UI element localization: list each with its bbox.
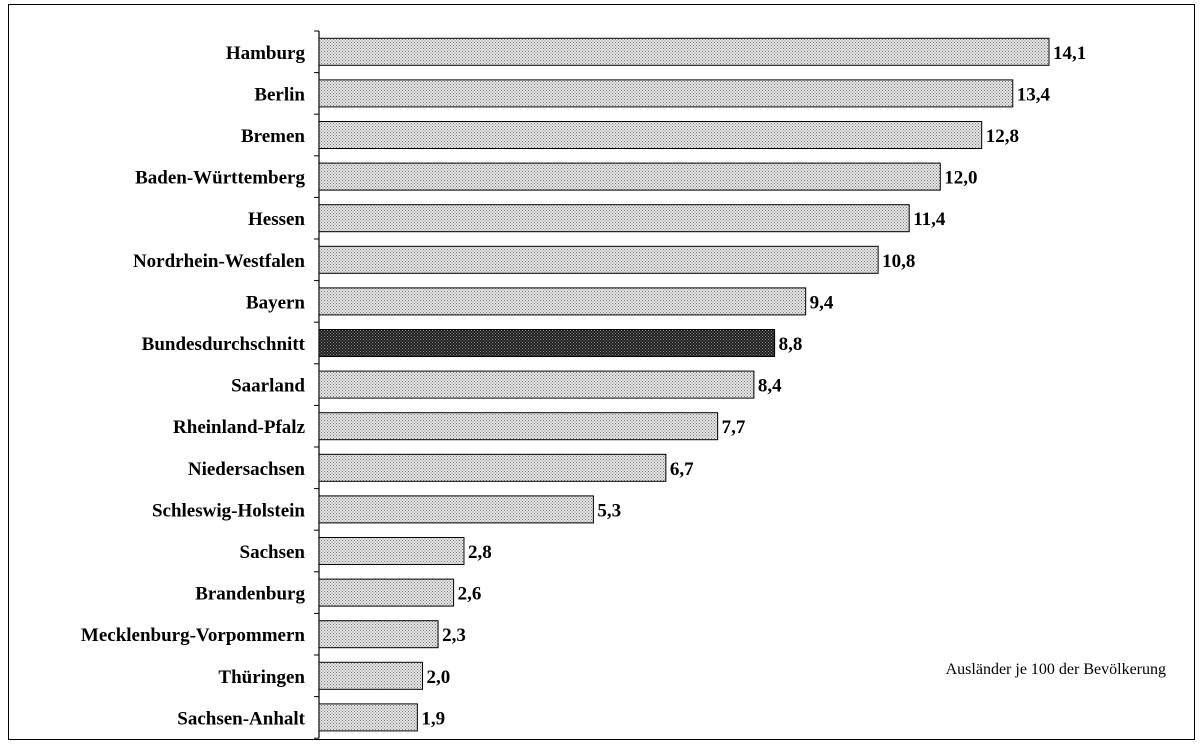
value-label: 8,4 — [758, 376, 782, 397]
category-label: Hamburg — [226, 43, 306, 64]
chart-annotation: Ausländer je 100 der Bevölkerung — [946, 661, 1166, 678]
bar-sachsen — [318, 537, 465, 565]
category-label: Sachsen-Anhalt — [177, 708, 305, 729]
value-label: 1,9 — [421, 708, 445, 729]
value-label: 13,4 — [1017, 84, 1051, 105]
value-label: 12,0 — [944, 168, 977, 189]
value-label: 2,6 — [458, 584, 482, 605]
value-label: 12,8 — [986, 126, 1019, 147]
value-label: 10,8 — [882, 251, 915, 272]
category-label: Baden-Württemberg — [135, 168, 305, 189]
category-label: Niedersachsen — [188, 459, 306, 480]
value-label: 9,4 — [810, 292, 834, 313]
value-label: 8,8 — [779, 334, 803, 355]
bar-sachsen-anhalt — [318, 703, 418, 732]
category-label: Berlin — [254, 84, 305, 105]
value-label: 11,4 — [913, 209, 946, 230]
category-label: Hessen — [248, 209, 305, 230]
value-label: 7,7 — [722, 417, 746, 438]
value-label: 6,7 — [670, 459, 694, 480]
value-label: 2,3 — [442, 625, 466, 646]
bar-berlin — [318, 79, 1014, 108]
bar-thüringen — [318, 661, 424, 690]
category-label: Thüringen — [218, 667, 305, 688]
bar-saarland — [318, 370, 755, 399]
category-label: Bremen — [241, 126, 305, 147]
category-label: Saarland — [231, 376, 305, 397]
bar-bayern — [318, 287, 807, 316]
bar-rheinland-pfalz — [318, 412, 719, 441]
category-label: Rheinland-Pfalz — [173, 417, 306, 438]
bar-hessen — [318, 204, 910, 233]
category-labels: Hamburg Berlin Bremen Baden-Württemberg Hess… — [81, 43, 306, 730]
y-axis — [314, 30, 320, 739]
value-label: 2,8 — [468, 542, 492, 563]
category-label: Schleswig-Holstein — [152, 500, 305, 521]
value-label: 14,1 — [1053, 43, 1086, 64]
bar-baden-württemberg — [318, 162, 941, 191]
bar-nordrhein-westfalen — [318, 245, 879, 274]
bar-bremen — [318, 121, 983, 149]
category-label: Bundesdurchschnitt — [142, 334, 306, 355]
value-label: 2,0 — [427, 667, 451, 688]
category-label: Nordrhein-Westfalen — [133, 251, 305, 272]
bar-schleswig-holstein — [318, 495, 594, 524]
value-label: 5,3 — [597, 500, 621, 521]
bar-bundesdurchschnitt — [318, 329, 776, 357]
bars — [318, 37, 1050, 732]
bar-niedersachsen — [318, 453, 667, 482]
category-label: Brandenburg — [195, 584, 305, 605]
bar-hamburg — [318, 37, 1050, 66]
category-label: Mecklenburg-Vorpommern — [81, 625, 306, 646]
value-labels: 14,113,4 12,8 12,0 11,4 10,8 9,4 8,8 8,4 7,7 6,7 5… — [421, 43, 1086, 730]
category-label: Sachsen — [240, 542, 306, 563]
bar-brandenburg — [318, 578, 455, 607]
bar-mecklenburg-vorpommern — [318, 620, 439, 649]
category-label: Bayern — [246, 292, 306, 313]
